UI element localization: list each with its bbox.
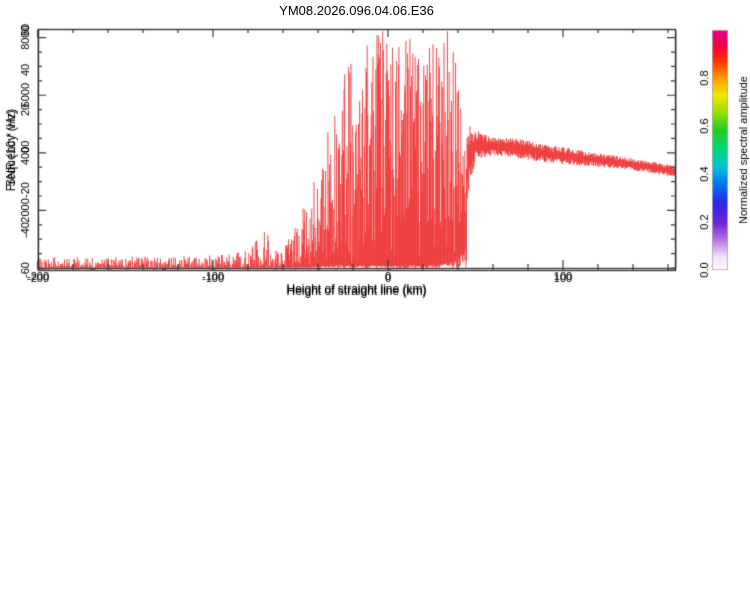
figure-title: YM08.2026.096.04.06.E36 xyxy=(279,3,434,18)
snr-plot xyxy=(0,0,750,300)
